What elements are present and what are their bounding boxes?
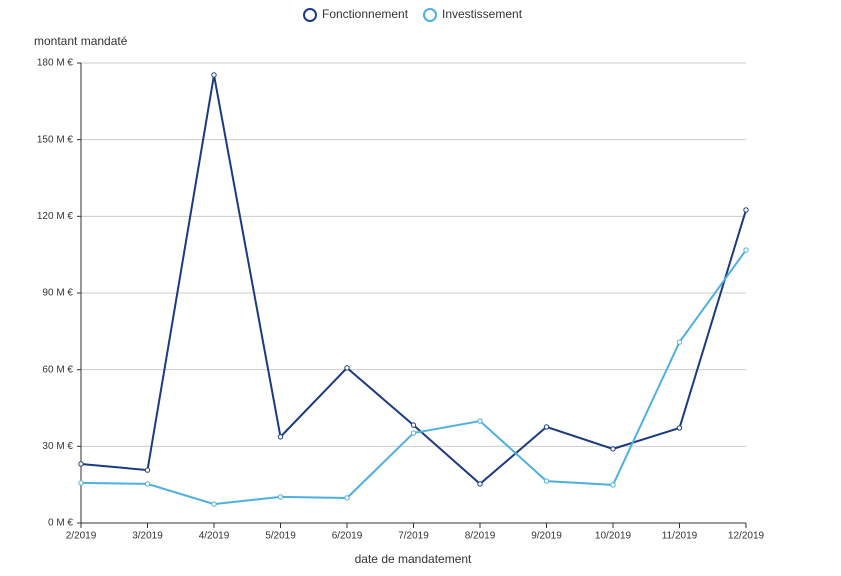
data-point — [78, 461, 84, 467]
y-tick-label: 180 M € — [37, 58, 74, 69]
x-tick-label: 5/2019 — [265, 531, 296, 542]
data-point — [676, 425, 683, 431]
data-point — [410, 430, 417, 436]
x-tick-label: 9/2019 — [531, 531, 562, 542]
data-point — [477, 481, 483, 487]
y-tick-label: 150 M € — [37, 134, 74, 145]
legend-label: Fonctionnement — [322, 7, 409, 21]
data-point — [277, 434, 284, 440]
y-tick-label: 30 M € — [42, 441, 73, 452]
legend-marker[interactable] — [303, 8, 317, 22]
y-tick-label: 120 M € — [37, 211, 74, 222]
x-tick-label: 2/2019 — [66, 531, 97, 542]
x-tick-label: 12/2019 — [728, 531, 765, 542]
data-point — [477, 418, 483, 424]
x-tick-label: 10/2019 — [595, 531, 632, 542]
data-point — [344, 495, 350, 501]
data-point — [277, 494, 284, 500]
data-point — [543, 424, 550, 430]
data-point — [78, 480, 84, 486]
data-point — [676, 339, 683, 345]
data-point — [211, 72, 217, 78]
x-tick-label: 4/2019 — [199, 531, 230, 542]
data-point — [743, 247, 749, 253]
x-tick-label: 3/2019 — [132, 531, 163, 542]
data-point — [410, 422, 417, 428]
x-axis-label: date de mandatement — [355, 552, 472, 566]
y-tick-label: 60 M € — [42, 364, 73, 375]
y-axis-label: montant mandaté — [34, 34, 128, 48]
legend-label: Investissement — [442, 7, 523, 21]
data-point — [743, 207, 749, 213]
data-point — [543, 478, 550, 484]
legend-marker[interactable] — [423, 8, 437, 22]
x-tick-label: 11/2019 — [662, 531, 698, 542]
x-tick-label: 8/2019 — [465, 531, 496, 542]
data-point — [144, 467, 151, 473]
y-tick-label: 90 M € — [42, 288, 73, 299]
data-point — [610, 482, 616, 488]
data-point — [344, 365, 350, 371]
series-line — [80, 249, 747, 506]
x-tick-label: 7/2019 — [398, 531, 429, 542]
x-tick-label: 6/2019 — [332, 531, 363, 542]
data-point — [144, 481, 151, 487]
data-point — [211, 501, 217, 507]
y-tick-label: 0 M € — [48, 518, 73, 529]
data-point — [610, 446, 616, 452]
